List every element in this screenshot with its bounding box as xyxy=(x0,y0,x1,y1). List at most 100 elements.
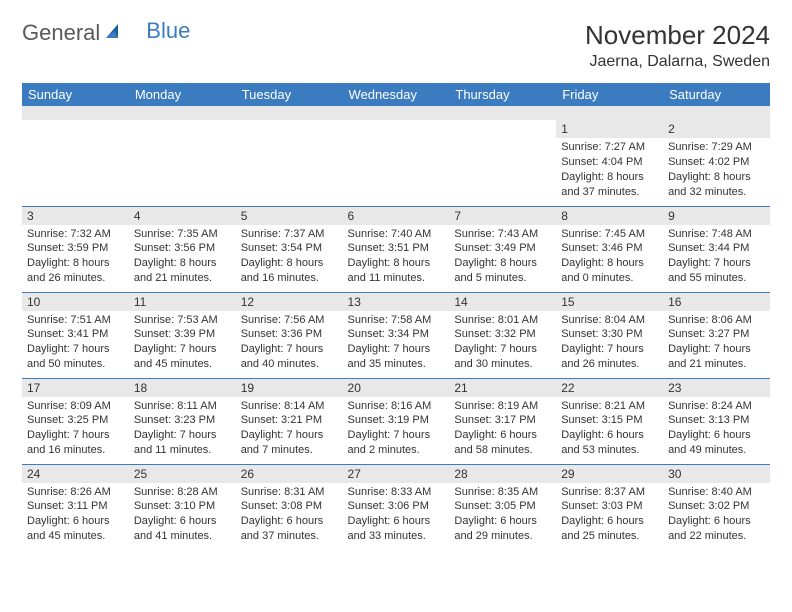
day-body: Sunrise: 7:40 AMSunset: 3:51 PMDaylight:… xyxy=(343,225,450,290)
day-cell: 10Sunrise: 7:51 AMSunset: 3:41 PMDayligh… xyxy=(22,292,129,378)
day-cell: 5Sunrise: 7:37 AMSunset: 3:54 PMDaylight… xyxy=(236,206,343,292)
day-body: Sunrise: 7:27 AMSunset: 4:04 PMDaylight:… xyxy=(556,138,663,203)
logo: General Blue xyxy=(22,20,190,46)
day-cell: 22Sunrise: 8:21 AMSunset: 3:15 PMDayligh… xyxy=(556,378,663,464)
day-body: Sunrise: 8:01 AMSunset: 3:32 PMDaylight:… xyxy=(449,311,556,376)
day-header-thursday: Thursday xyxy=(449,83,556,106)
day-body: Sunrise: 7:37 AMSunset: 3:54 PMDaylight:… xyxy=(236,225,343,290)
day-body: Sunrise: 8:24 AMSunset: 3:13 PMDaylight:… xyxy=(663,397,770,462)
day-number: 4 xyxy=(129,207,236,225)
day-body: Sunrise: 7:48 AMSunset: 3:44 PMDaylight:… xyxy=(663,225,770,290)
day-body: Sunrise: 8:14 AMSunset: 3:21 PMDaylight:… xyxy=(236,397,343,462)
day-number: 16 xyxy=(663,293,770,311)
day-number: 6 xyxy=(343,207,450,225)
day-cell: 24Sunrise: 8:26 AMSunset: 3:11 PMDayligh… xyxy=(22,464,129,550)
day-cell: 13Sunrise: 7:58 AMSunset: 3:34 PMDayligh… xyxy=(343,292,450,378)
day-number: 22 xyxy=(556,379,663,397)
day-body: Sunrise: 8:37 AMSunset: 3:03 PMDaylight:… xyxy=(556,483,663,548)
day-cell: 11Sunrise: 7:53 AMSunset: 3:39 PMDayligh… xyxy=(129,292,236,378)
day-cell: 3Sunrise: 7:32 AMSunset: 3:59 PMDaylight… xyxy=(22,206,129,292)
day-cell: 7Sunrise: 7:43 AMSunset: 3:49 PMDaylight… xyxy=(449,206,556,292)
day-body: Sunrise: 7:51 AMSunset: 3:41 PMDaylight:… xyxy=(22,311,129,376)
day-body: Sunrise: 8:04 AMSunset: 3:30 PMDaylight:… xyxy=(556,311,663,376)
day-cell: 6Sunrise: 7:40 AMSunset: 3:51 PMDaylight… xyxy=(343,206,450,292)
day-number: 5 xyxy=(236,207,343,225)
day-body: Sunrise: 7:53 AMSunset: 3:39 PMDaylight:… xyxy=(129,311,236,376)
logo-text-blue: Blue xyxy=(146,18,190,44)
calendar-body: ..........1Sunrise: 7:27 AMSunset: 4:04 … xyxy=(22,120,770,550)
day-cell: 17Sunrise: 8:09 AMSunset: 3:25 PMDayligh… xyxy=(22,378,129,464)
day-cell: 15Sunrise: 8:04 AMSunset: 3:30 PMDayligh… xyxy=(556,292,663,378)
day-body: Sunrise: 8:11 AMSunset: 3:23 PMDaylight:… xyxy=(129,397,236,462)
day-body: Sunrise: 8:06 AMSunset: 3:27 PMDaylight:… xyxy=(663,311,770,376)
day-number: 3 xyxy=(22,207,129,225)
day-body: Sunrise: 8:31 AMSunset: 3:08 PMDaylight:… xyxy=(236,483,343,548)
day-cell: 1Sunrise: 7:27 AMSunset: 4:04 PMDaylight… xyxy=(556,120,663,206)
day-cell: 27Sunrise: 8:33 AMSunset: 3:06 PMDayligh… xyxy=(343,464,450,550)
day-header-friday: Friday xyxy=(556,83,663,106)
day-cell: 23Sunrise: 8:24 AMSunset: 3:13 PMDayligh… xyxy=(663,378,770,464)
day-body: Sunrise: 7:43 AMSunset: 3:49 PMDaylight:… xyxy=(449,225,556,290)
day-cell: 16Sunrise: 8:06 AMSunset: 3:27 PMDayligh… xyxy=(663,292,770,378)
day-number: 1 xyxy=(556,120,663,138)
day-body: Sunrise: 8:35 AMSunset: 3:05 PMDaylight:… xyxy=(449,483,556,548)
day-cell: .. xyxy=(449,120,556,206)
day-number: 21 xyxy=(449,379,556,397)
day-number: 7 xyxy=(449,207,556,225)
day-cell: 26Sunrise: 8:31 AMSunset: 3:08 PMDayligh… xyxy=(236,464,343,550)
day-cell: 30Sunrise: 8:40 AMSunset: 3:02 PMDayligh… xyxy=(663,464,770,550)
day-body: Sunrise: 8:28 AMSunset: 3:10 PMDaylight:… xyxy=(129,483,236,548)
day-number: 10 xyxy=(22,293,129,311)
logo-text-general: General xyxy=(22,20,100,46)
day-header-sunday: Sunday xyxy=(22,83,129,106)
day-header-row: Sunday Monday Tuesday Wednesday Thursday… xyxy=(22,83,770,106)
day-body: Sunrise: 7:45 AMSunset: 3:46 PMDaylight:… xyxy=(556,225,663,290)
day-header-wednesday: Wednesday xyxy=(343,83,450,106)
week-row: 3Sunrise: 7:32 AMSunset: 3:59 PMDaylight… xyxy=(22,206,770,292)
location: Jaerna, Dalarna, Sweden xyxy=(585,53,770,71)
header: General Blue November 2024 Jaerna, Dalar… xyxy=(22,20,770,71)
week-row: 24Sunrise: 8:26 AMSunset: 3:11 PMDayligh… xyxy=(22,464,770,550)
spacer-row xyxy=(22,106,770,120)
day-body: Sunrise: 7:58 AMSunset: 3:34 PMDaylight:… xyxy=(343,311,450,376)
calendar-table: Sunday Monday Tuesday Wednesday Thursday… xyxy=(22,83,770,550)
day-number: 17 xyxy=(22,379,129,397)
day-body: Sunrise: 7:32 AMSunset: 3:59 PMDaylight:… xyxy=(22,225,129,290)
day-cell: 9Sunrise: 7:48 AMSunset: 3:44 PMDaylight… xyxy=(663,206,770,292)
day-number: 28 xyxy=(449,465,556,483)
day-number: 11 xyxy=(129,293,236,311)
day-cell: .. xyxy=(343,120,450,206)
day-cell: 29Sunrise: 8:37 AMSunset: 3:03 PMDayligh… xyxy=(556,464,663,550)
day-cell: 21Sunrise: 8:19 AMSunset: 3:17 PMDayligh… xyxy=(449,378,556,464)
month-title: November 2024 xyxy=(585,20,770,51)
day-header-tuesday: Tuesday xyxy=(236,83,343,106)
day-cell: 28Sunrise: 8:35 AMSunset: 3:05 PMDayligh… xyxy=(449,464,556,550)
title-block: November 2024 Jaerna, Dalarna, Sweden xyxy=(585,20,770,71)
week-row: ..........1Sunrise: 7:27 AMSunset: 4:04 … xyxy=(22,120,770,206)
day-body: Sunrise: 8:40 AMSunset: 3:02 PMDaylight:… xyxy=(663,483,770,548)
day-cell: .. xyxy=(22,120,129,206)
week-row: 17Sunrise: 8:09 AMSunset: 3:25 PMDayligh… xyxy=(22,378,770,464)
day-cell: 20Sunrise: 8:16 AMSunset: 3:19 PMDayligh… xyxy=(343,378,450,464)
day-cell: 19Sunrise: 8:14 AMSunset: 3:21 PMDayligh… xyxy=(236,378,343,464)
day-number: 25 xyxy=(129,465,236,483)
day-body: Sunrise: 8:21 AMSunset: 3:15 PMDaylight:… xyxy=(556,397,663,462)
day-number: 26 xyxy=(236,465,343,483)
day-number: 27 xyxy=(343,465,450,483)
day-cell: .. xyxy=(236,120,343,206)
day-number: 20 xyxy=(343,379,450,397)
day-body: Sunrise: 7:56 AMSunset: 3:36 PMDaylight:… xyxy=(236,311,343,376)
day-body: Sunrise: 8:19 AMSunset: 3:17 PMDaylight:… xyxy=(449,397,556,462)
day-cell: 8Sunrise: 7:45 AMSunset: 3:46 PMDaylight… xyxy=(556,206,663,292)
day-number: 9 xyxy=(663,207,770,225)
day-number: 12 xyxy=(236,293,343,311)
day-cell: 12Sunrise: 7:56 AMSunset: 3:36 PMDayligh… xyxy=(236,292,343,378)
day-number: 29 xyxy=(556,465,663,483)
day-number: 24 xyxy=(22,465,129,483)
day-cell: 25Sunrise: 8:28 AMSunset: 3:10 PMDayligh… xyxy=(129,464,236,550)
day-cell: 2Sunrise: 7:29 AMSunset: 4:02 PMDaylight… xyxy=(663,120,770,206)
day-number: 14 xyxy=(449,293,556,311)
day-cell: 14Sunrise: 8:01 AMSunset: 3:32 PMDayligh… xyxy=(449,292,556,378)
day-header-monday: Monday xyxy=(129,83,236,106)
day-body: Sunrise: 8:33 AMSunset: 3:06 PMDaylight:… xyxy=(343,483,450,548)
